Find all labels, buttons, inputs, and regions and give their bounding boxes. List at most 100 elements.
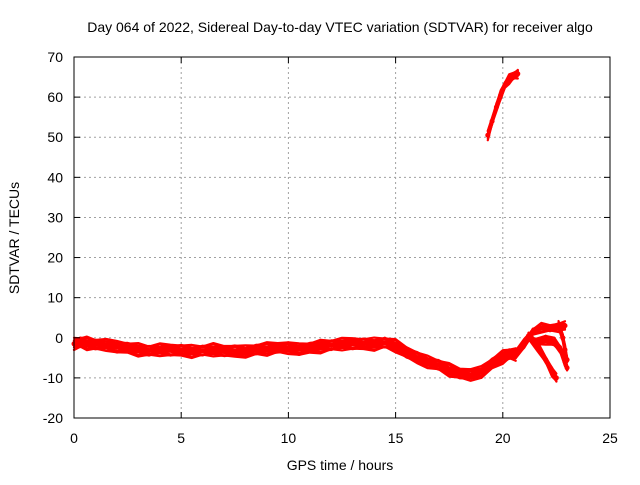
data-point [360,341,366,347]
y-axis-label: SDTVAR / TECUs [6,182,22,294]
data-track [72,336,517,373]
data-point [562,323,568,329]
x-axis-label: GPS time / hours [287,457,394,473]
data-point [318,344,324,350]
data-track [72,335,517,371]
data-point [135,347,141,353]
data-point [103,342,109,348]
y-tick-label: 20 [47,250,63,266]
data-point [493,104,499,110]
data-point [371,341,377,347]
data-point [556,322,561,328]
x-tick-label: 15 [388,430,404,446]
data-point [382,340,388,346]
data-point [549,369,555,375]
data-point [489,361,495,367]
x-tick-label: 5 [177,430,185,446]
y-tick-label: 0 [55,330,63,346]
y-tick-label: 30 [47,209,63,225]
y-tick-label: -10 [43,370,63,386]
data-point [403,349,409,355]
data-point [232,348,238,354]
y-tick-label: 10 [47,290,63,306]
y-tick-label: 40 [47,169,63,185]
data-point [275,344,281,350]
data-point [77,340,83,346]
data-point [564,365,570,371]
data-point [307,345,313,351]
data-point [500,354,506,360]
data-point [285,345,291,351]
data-point [562,347,568,353]
data-point [457,370,463,376]
x-tick-label: 20 [495,430,511,446]
data-point [478,369,484,375]
data-point [560,335,566,341]
data-track [72,336,517,371]
data-point [551,339,557,345]
data-point [489,118,495,124]
data-point [468,372,474,378]
plot-frame [73,56,611,419]
data-point [498,92,504,98]
data-point [168,347,173,353]
data-point [114,344,120,350]
data-point [393,343,399,349]
data-point [146,348,152,354]
data-point [543,337,549,343]
data-point [157,347,163,353]
data-point [125,345,131,351]
data-point [350,340,356,346]
data-point [446,367,452,373]
data-point [515,71,521,77]
series-spike [485,68,521,142]
data-point [502,82,508,88]
data-point [543,357,549,363]
data-point [414,355,420,361]
data-point [538,325,544,331]
data-point [264,346,270,352]
data-point [511,73,516,79]
y-tick-label: -20 [43,410,63,426]
data-point [210,347,216,353]
data-track [72,345,517,382]
y-tick-label: 60 [47,89,63,105]
data-point [296,346,302,352]
data-point [243,348,248,354]
series-main [71,335,519,382]
data-point [558,347,564,353]
data-point [92,341,98,347]
data-layer [71,68,570,383]
data-point [485,132,491,138]
y-tick-label: 70 [47,49,63,65]
data-point [339,341,345,347]
data-point [506,76,512,82]
data-point [253,347,259,353]
data-track [486,69,519,132]
data-point [530,329,536,335]
data-point [221,348,227,354]
data-point [178,348,184,354]
data-point [553,375,559,381]
series-tail-d [556,319,570,364]
data-point [513,351,519,357]
data-point [547,325,553,331]
data-point [84,340,90,346]
data-point [506,351,512,357]
data-point [564,357,570,363]
y-tick-label: 50 [47,129,63,145]
data-point [425,359,431,365]
x-tick-label: 0 [70,430,78,446]
chart-title: Day 064 of 2022, Sidereal Day-to-day VTE… [87,19,593,35]
x-tick-label: 10 [281,430,297,446]
data-point [526,333,531,339]
x-tick-label: 25 [602,430,618,446]
data-point [532,339,538,345]
data-point [436,362,441,368]
data-point [189,348,195,354]
grid-layer [74,57,610,418]
data-point [521,341,527,347]
